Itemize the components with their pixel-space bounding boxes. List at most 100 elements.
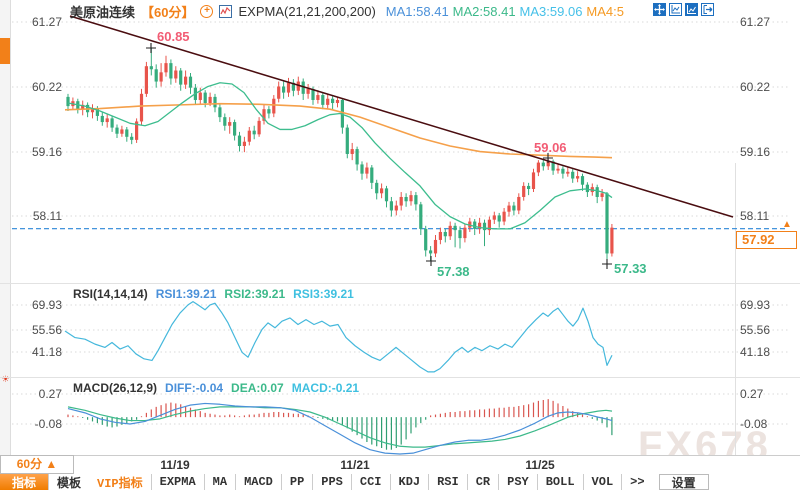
xaxis-row [0,455,800,475]
interval-label[interactable]: 【60分】 [141,4,195,20]
xaxis-date-label: 11/21 [340,458,370,472]
candle-body [566,171,570,174]
candle-body [394,205,398,211]
candle-body [257,120,261,135]
ma-value-label: MA4:5 [586,3,624,19]
current-price-tag: 57.92 [736,231,797,249]
candle-body [149,66,153,70]
exit-icon[interactable] [701,3,714,16]
xaxis-date-label: 11/19 [160,458,190,472]
sidebar-highlight [0,38,10,64]
ma-value-label: MA3:59.06 [519,3,583,19]
candle-body [458,230,462,239]
price-annotation: 57.38 [437,264,470,279]
candle-body [262,109,266,121]
indicator-value-label: MACD:-0.21 [291,381,360,395]
candle-body [414,195,418,205]
annotation-cross [426,256,436,266]
candle-body [536,162,540,173]
toolbar-item-MA[interactable]: MA [203,474,235,490]
candle-body [213,96,217,108]
indicator-value-label: DIFF:-0.04 [165,381,224,395]
mini-chart-icon[interactable] [219,4,233,18]
candle-body [399,196,403,206]
main-axis-label-right: 60.22 [740,80,771,94]
toolbar-item-PPS[interactable]: PPS [312,474,351,490]
toolbar-item->>[interactable]: >> [621,474,652,490]
sidebar-collapsed-strip[interactable] [0,0,11,490]
main-axis-label-right: 61.27 [740,15,771,29]
price-annotation: 60.85 [157,29,190,44]
candle-body [277,86,281,99]
candle-body [135,121,139,140]
pan-icon[interactable] [653,3,666,16]
hot-indicator-icon[interactable]: ☀ [1,374,10,384]
candle-body [184,76,188,85]
toolbar-item-模板[interactable]: 模板 [48,474,89,491]
candle-body [370,167,374,183]
candle-body [522,185,526,197]
toolbar-item-KDJ[interactable]: KDJ [389,474,429,490]
candle-body [198,92,202,100]
candle-body [556,168,560,171]
candle-body [223,117,227,126]
candle-body [164,63,168,73]
toolbar-item-VOL[interactable]: VOL [582,474,622,490]
axis-chart-icon[interactable] [669,3,682,16]
add-indicator-icon[interactable]: + [200,4,214,18]
main-axis-label-right: 58.11 [740,209,770,223]
candle-body [105,118,109,123]
toolbar-item-PSY[interactable]: PSY [498,474,537,490]
chart-toolbar-icons [653,3,714,16]
candle-body [296,81,300,91]
indicator-name[interactable]: EXPMA(21,21,200,200) [238,3,376,19]
ema200-line [64,102,613,159]
candle-body [482,222,487,231]
annotation-cross [146,43,156,53]
candle-body [571,171,575,179]
toolbar-item-EXPMA[interactable]: EXPMA [150,474,204,490]
toolbar-item-PP[interactable]: PP [280,474,312,490]
macd-axis-label-right: -0.08 [740,417,768,431]
candle-body [139,93,144,122]
candle-body [306,88,310,94]
candle-body [497,215,501,222]
toolbar-item-CR[interactable]: CR [466,474,498,490]
toolbar-item-CCI[interactable]: CCI [350,474,390,490]
toolbar-item-VIP指标[interactable]: VIP指标 [97,476,143,491]
candle-body [316,95,320,100]
candle-body [321,95,325,105]
candle-body [233,122,237,136]
candle-body [517,196,521,211]
candle-body [424,228,428,251]
toolbar-item-RSI[interactable]: RSI [428,474,467,490]
candle-body [169,63,173,79]
candle-body [218,107,222,118]
candle-body [527,185,531,189]
macd-axis-label-right: 0.27 [740,387,764,401]
candle-body [473,221,477,229]
candle-body [610,227,614,254]
toolbar-item-设置[interactable]: 设置 [658,474,709,491]
candle-body [272,98,276,114]
candle-body [502,211,506,222]
candle-body [605,193,609,254]
candle-body [384,188,389,202]
candle-body [453,225,457,231]
candle-body [433,239,438,254]
toolbar-item-BOLL[interactable]: BOLL [536,474,583,490]
rsi-axis-label-left: 55.56 [31,323,62,337]
candle-body [208,96,212,104]
chart-mode-icon[interactable] [685,3,698,16]
candle-body [546,161,550,167]
macd-panel-header: MACD(26,12,9) DIFF:-0.04 DEA:0.07 MACD:-0.2… [73,381,375,395]
interval-selector-button[interactable]: 60分 ▲ [0,455,74,474]
candle-body [267,109,271,114]
toolbar-item-MACD[interactable]: MACD [235,474,281,490]
candle-body [144,66,148,94]
candle-body [311,88,315,100]
toolbar-item-指标[interactable]: 指标 [0,474,49,491]
candle-body [512,205,516,211]
